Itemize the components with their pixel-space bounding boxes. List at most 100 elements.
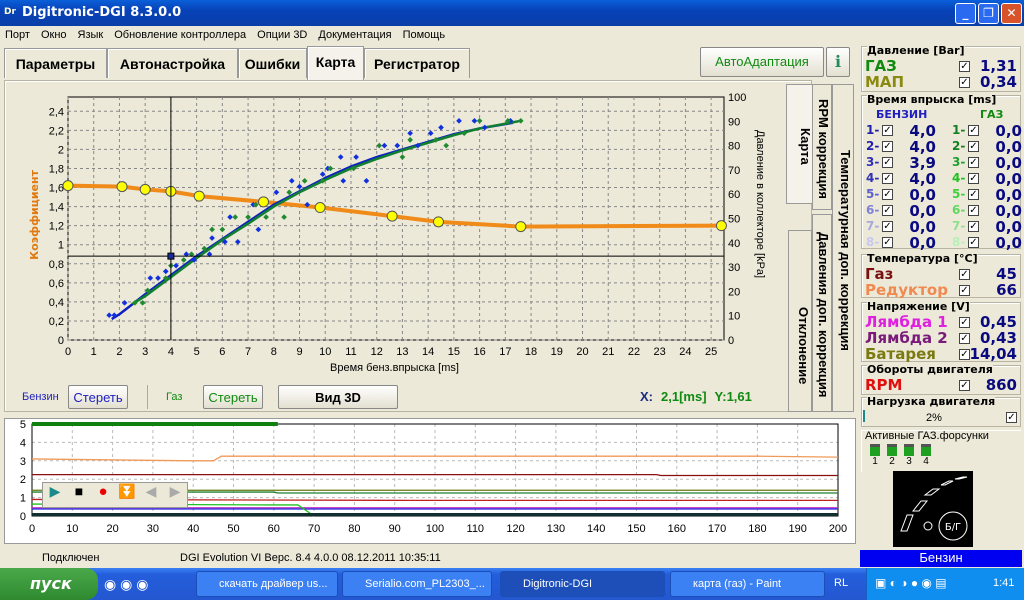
- battery-checkbox[interactable]: ✓: [959, 349, 970, 360]
- map-pressure-checkbox[interactable]: ✓: [959, 77, 970, 88]
- petrol-injector-checkbox[interactable]: ✓: [882, 221, 893, 232]
- petrol-injector-checkbox[interactable]: ✓: [882, 157, 893, 168]
- side-tab-map[interactable]: Карта: [786, 84, 814, 204]
- tab-autotune[interactable]: Автонастройка: [107, 48, 238, 78]
- curve-point-marker: [715, 220, 727, 232]
- load-value: 2%: [926, 412, 942, 424]
- petrol-injector-checkbox[interactable]: ✓: [882, 173, 893, 184]
- gas-injector-checkbox[interactable]: ✓: [968, 205, 979, 216]
- system-tray: ▣ ◐ ◑ ● ◉ ▤ 1:41: [866, 568, 1024, 600]
- menu-window[interactable]: Окно: [40, 29, 67, 41]
- curve-point-marker: [62, 180, 74, 192]
- auto-adaptation-button[interactable]: АвтоАдаптация: [700, 47, 824, 77]
- x-tick-label: 5: [194, 346, 200, 358]
- map-chart[interactable]: 0 1 2 3 4 5 6 7 8 9 10 11 12 13 14 15 16 17 18 19 20 21 22 23 24…: [0, 80, 790, 380]
- petrol-injector-value: 4,0: [909, 138, 936, 156]
- menu-docs[interactable]: Документация: [318, 29, 392, 41]
- gas-pressure-checkbox[interactable]: ✓: [959, 61, 970, 72]
- task-archive[interactable]: Serialio.com_PL2303_...: [342, 571, 492, 597]
- y-tick-label: 0,8: [49, 259, 64, 271]
- gas-injector-checkbox[interactable]: ✓: [968, 125, 979, 136]
- task-browser[interactable]: скачать драйвер us...: [196, 571, 338, 597]
- menu-help[interactable]: Помощь: [402, 29, 446, 41]
- scatter-point: [394, 142, 401, 149]
- temperature-group: Температура [°C] Газ ✓ 45 Редуктор ✓ 66: [861, 252, 1021, 298]
- gas-injector-checkbox[interactable]: ✓: [968, 173, 979, 184]
- tab-parameters[interactable]: Параметры: [4, 48, 107, 78]
- petrol-injector-checkbox[interactable]: ✓: [882, 189, 893, 200]
- close-button[interactable]: ✕: [1001, 3, 1022, 24]
- language-indicator[interactable]: RL: [834, 577, 849, 589]
- side-tab-deviation[interactable]: Отклонение: [788, 230, 812, 412]
- x-tick-label: 170: [708, 523, 726, 535]
- scatter-point: [234, 239, 241, 245]
- scatter-point: [255, 226, 262, 233]
- gas-injector-checkbox[interactable]: ✓: [968, 141, 979, 152]
- scatter-point: [227, 214, 233, 220]
- load-bar: [863, 410, 865, 422]
- load-checkbox[interactable]: ✓: [1006, 412, 1017, 423]
- rpm-checkbox[interactable]: ✓: [959, 380, 970, 391]
- lambda2-checkbox[interactable]: ✓: [959, 333, 970, 344]
- next-icon[interactable]: ▶: [169, 483, 181, 499]
- task-paint[interactable]: карта (газ) - Paint: [670, 571, 825, 597]
- petrol-injector-checkbox[interactable]: ✓: [882, 125, 893, 136]
- erase-petrol-button[interactable]: Стереть: [68, 385, 128, 409]
- menu-3d-options[interactable]: Опции 3D: [257, 29, 308, 41]
- stop-icon[interactable]: ■: [74, 483, 84, 499]
- petrol-injector-value: 4,0: [909, 170, 936, 188]
- petrol-injector-checkbox[interactable]: ✓: [882, 205, 893, 216]
- gas-temp-checkbox[interactable]: ✓: [959, 269, 970, 280]
- record-icon[interactable]: ●: [98, 483, 108, 500]
- injection-group: Время впрыска [ms] БЕНЗИН ГАЗ 1- ✓ 4,0 2- ✓ 4…: [861, 94, 1022, 251]
- lambda1-value: 0,45: [979, 313, 1017, 331]
- x-tick-label: 120: [506, 523, 524, 535]
- temperature-title: Температура [°C]: [867, 252, 978, 265]
- x-tick-label: 19: [551, 346, 563, 358]
- tab-errors[interactable]: Ошибки: [238, 48, 307, 78]
- gas-injector-checkbox[interactable]: ✓: [968, 221, 979, 232]
- task-digitronic[interactable]: Digitronic-DGI: [500, 571, 665, 597]
- menu-update[interactable]: Обновление контроллера: [114, 29, 247, 41]
- prev-icon[interactable]: ◀: [145, 483, 157, 499]
- down-icon[interactable]: ⏬: [118, 483, 136, 499]
- petrol-injector-checkbox[interactable]: ✓: [882, 141, 893, 152]
- erase-gas-button[interactable]: Стереть: [203, 385, 263, 409]
- scatter-point: [147, 275, 154, 281]
- gas-injector-checkbox[interactable]: ✓: [968, 157, 979, 168]
- tray-icons[interactable]: ▣ ◐ ◑ ● ◉ ▤: [875, 576, 947, 590]
- reducer-temp-checkbox[interactable]: ✓: [959, 285, 970, 296]
- side-tab-pressure-correction[interactable]: Давления доп. коррекция: [812, 214, 832, 412]
- view-3d-button[interactable]: Вид 3D: [278, 385, 398, 409]
- tab-logger[interactable]: Регистратор: [364, 48, 470, 78]
- menu-port[interactable]: Порт: [5, 29, 30, 41]
- gas-injector-checkbox[interactable]: ✓: [968, 189, 979, 200]
- scatter-point: [121, 300, 128, 306]
- scatter-point: [155, 275, 161, 281]
- logger-chart[interactable]: 0 10 20 30 40 50 60 70 80 90 100 110 120 130 140 150 160…: [4, 418, 856, 544]
- gas-temp-label: Газ: [865, 265, 894, 283]
- quicklaunch-icons[interactable]: ◉ ◉ ◉: [104, 576, 149, 592]
- tab-map[interactable]: Карта: [307, 46, 364, 80]
- lambda1-checkbox[interactable]: ✓: [959, 317, 970, 328]
- info-icon[interactable]: ℹ: [826, 47, 850, 77]
- play-icon[interactable]: ▶: [49, 483, 61, 499]
- scatter-point: [327, 165, 334, 172]
- scatter-point: [517, 117, 524, 124]
- load-title: Нагрузка двигателя: [867, 395, 996, 408]
- side-tab-rpm-correction[interactable]: RPM коррекция: [812, 84, 832, 210]
- cursor-y-value: Y:1,61: [714, 389, 752, 404]
- fuel-switch-panel[interactable]: Б/Г: [893, 471, 973, 547]
- maximize-button[interactable]: ❐: [978, 3, 999, 24]
- x-tick-label: 1: [91, 346, 97, 358]
- menu-language[interactable]: Язык: [77, 29, 104, 41]
- side-tab-temp-correction[interactable]: Температурная доп. коррекция: [832, 84, 854, 412]
- minimize-button[interactable]: _: [955, 3, 976, 24]
- start-button[interactable]: пуск: [0, 568, 98, 600]
- petrol-injector-checkbox[interactable]: ✓: [882, 237, 893, 248]
- gas-injector-checkbox[interactable]: ✓: [968, 237, 979, 248]
- x-tick-label: 14: [422, 346, 434, 358]
- scatter-point: [415, 142, 421, 149]
- gas-label: Газ: [166, 391, 183, 403]
- x-tick-label: 8: [271, 346, 277, 358]
